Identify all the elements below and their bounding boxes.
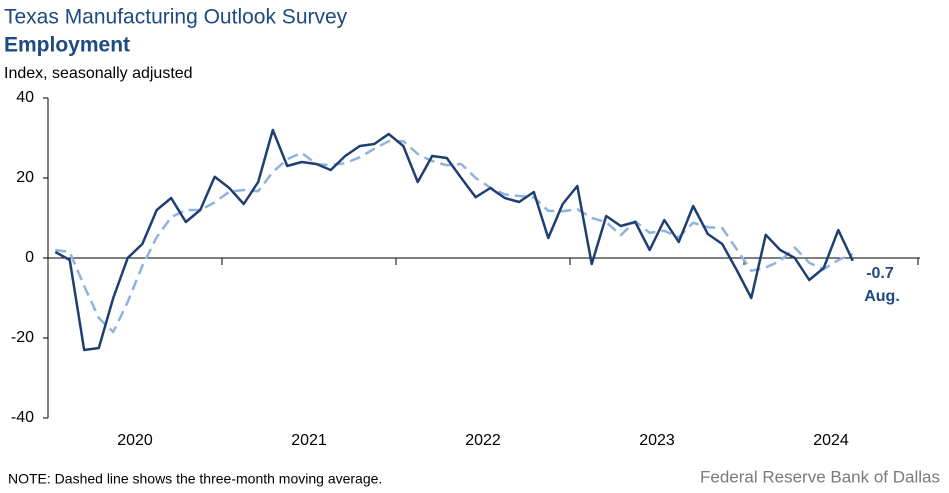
x-tick-label: 2022: [465, 432, 501, 449]
x-tick-label: 2020: [117, 432, 153, 449]
annotation: Aug.: [864, 288, 900, 305]
series-line: [54, 128, 854, 352]
x-tick-label: 2024: [813, 432, 849, 449]
value-label: -0.7: [866, 265, 894, 282]
y-axis-label: Index, seasonally adjusted: [4, 65, 193, 82]
y-tick-label: 0: [25, 249, 34, 266]
x-tick-label: 2023: [639, 432, 675, 449]
y-tick-label: -20: [11, 329, 34, 346]
note: NOTE: Dashed line shows the three-month …: [8, 471, 382, 487]
source: Federal Reserve Bank of Dallas: [700, 467, 940, 486]
y-tick-label: 40: [16, 89, 34, 106]
chart-title: Texas Manufacturing Outlook Survey: [4, 6, 348, 29]
x-tick-label: 2021: [291, 432, 327, 449]
y-tick-label: 20: [16, 169, 34, 186]
chart-subtitle: Employment: [4, 34, 130, 57]
y-tick-label: -40: [11, 409, 34, 426]
